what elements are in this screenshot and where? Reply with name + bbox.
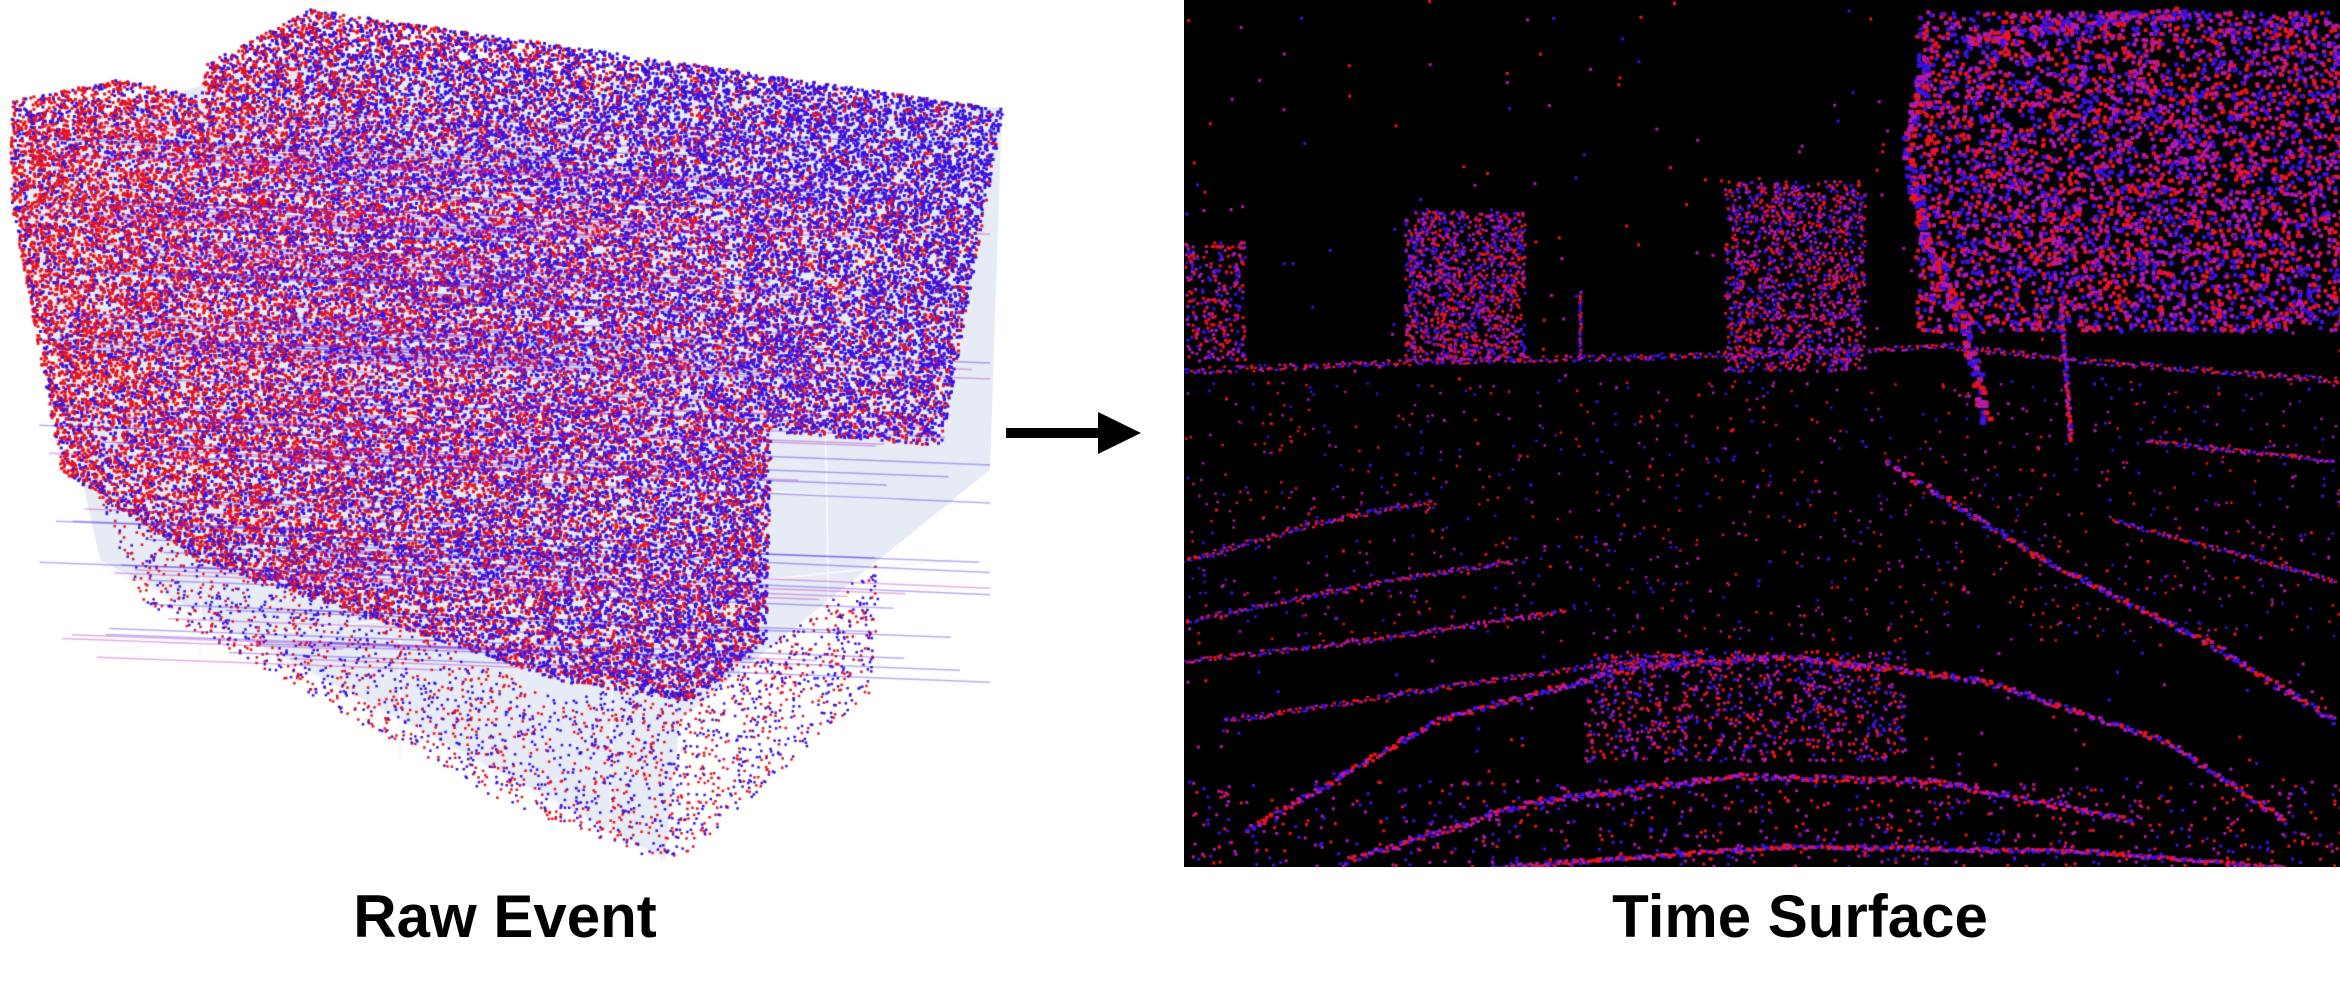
raw-event-points bbox=[0, 0, 1010, 870]
raw-event-caption: Raw Event bbox=[353, 883, 657, 950]
time-surface-canvas bbox=[1184, 0, 2340, 867]
raw-event-plot bbox=[0, 0, 1010, 870]
right-arrow-icon bbox=[1006, 412, 1141, 454]
time-surface-image bbox=[1184, 0, 2340, 867]
time-surface-caption: Time Surface bbox=[1612, 883, 1988, 950]
